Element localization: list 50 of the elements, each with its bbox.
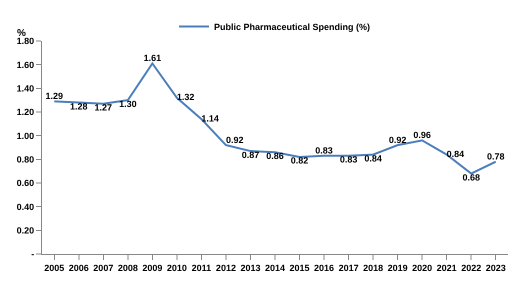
x-tick-label: 2011 <box>192 262 212 273</box>
data-label: 1.28 <box>70 101 88 112</box>
x-tick-label: 2016 <box>314 262 334 273</box>
data-label: 0.68 <box>462 172 480 182</box>
x-tick-label: 2020 <box>412 262 432 273</box>
x-tick-label: 2009 <box>142 262 162 273</box>
data-label: 0.84 <box>364 153 382 164</box>
data-label: 0.87 <box>242 150 260 160</box>
data-label: 1.27 <box>94 102 112 112</box>
data-label: 1.14 <box>201 113 219 124</box>
data-label: 0.92 <box>388 134 406 145</box>
x-tick-label: 2023 <box>486 262 506 273</box>
y-tick-label: 1.80 <box>16 36 34 46</box>
y-axis-title: % <box>17 28 26 39</box>
x-tick-label: 2012 <box>216 262 236 273</box>
data-label: 1.32 <box>176 92 194 102</box>
x-tick-label: 2017 <box>338 262 359 273</box>
data-label: 0.86 <box>266 150 284 161</box>
y-tick-label: 0.80 <box>16 154 34 164</box>
x-tick-label: 2013 <box>240 262 260 273</box>
data-label: 0.78 <box>486 151 505 162</box>
data-label: 0.92 <box>226 134 244 145</box>
data-label: 0.83 <box>340 154 358 165</box>
x-tick-label: 2022 <box>461 262 482 273</box>
y-tick-label: 0.60 <box>16 178 34 188</box>
data-label: 0.96 <box>413 130 431 140</box>
y-tick-label: 0.20 <box>16 225 34 236</box>
legend-label: Public Pharmaceutical Spending (%) <box>214 22 370 32</box>
y-tick-label: 1.20 <box>16 107 34 118</box>
y-tick-label: 0.40 <box>16 202 34 212</box>
data-label: 0.82 <box>290 156 308 166</box>
x-tick-label: 2018 <box>363 262 384 273</box>
data-label: 1.29 <box>45 91 64 102</box>
x-tick-label: 2021 <box>436 262 457 273</box>
y-tick-label: 1.40 <box>16 83 34 94</box>
y-tick-label: 1.60 <box>16 60 34 70</box>
data-label: 0.84 <box>446 148 464 159</box>
x-tick-label: 2014 <box>264 262 286 273</box>
y-tick-label: 1.00 <box>16 130 34 141</box>
y-tick-label: - <box>31 249 34 260</box>
data-label: 1.30 <box>119 98 137 109</box>
x-tick-label: 2008 <box>118 262 138 273</box>
x-tick-label: 2005 <box>44 262 64 273</box>
data-label: 1.61 <box>144 53 162 64</box>
data-label: 0.83 <box>315 146 333 156</box>
x-tick-label: 2019 <box>388 262 408 273</box>
x-tick-label: 2015 <box>290 262 310 273</box>
x-tick-label: 2010 <box>166 262 187 273</box>
x-tick-label: 2006 <box>68 262 89 273</box>
x-tick-label: 2007 <box>93 262 114 273</box>
